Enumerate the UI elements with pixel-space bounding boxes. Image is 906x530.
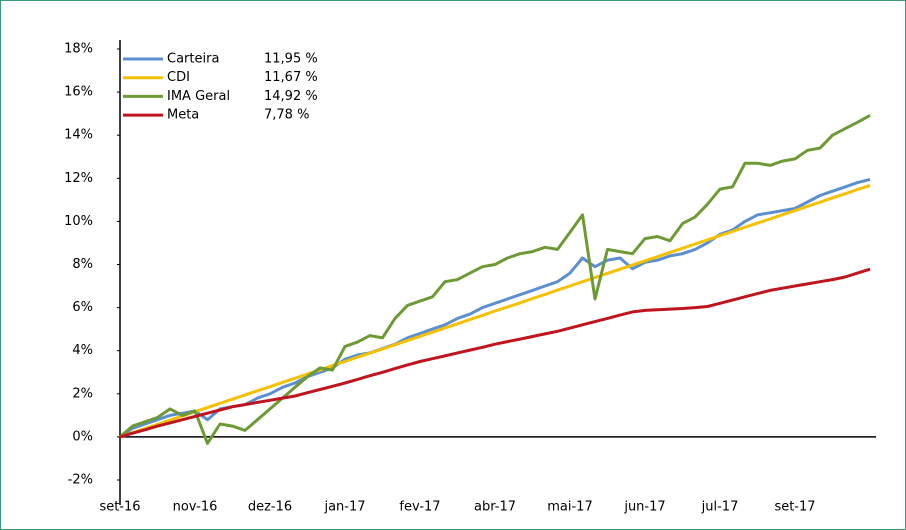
x-tick-label: abr-17 bbox=[474, 500, 516, 515]
series-line bbox=[119, 183, 871, 439]
x-tick-label: nov-16 bbox=[173, 500, 218, 515]
series-line bbox=[119, 267, 871, 439]
y-tick-label: 18% bbox=[64, 42, 93, 57]
y-tick-label: 6% bbox=[72, 300, 93, 315]
y-tick-label: 12% bbox=[64, 171, 93, 186]
y-tick-label: 2% bbox=[72, 386, 93, 401]
x-tick-label: set-17 bbox=[774, 500, 815, 515]
legend-value: 11,95 % bbox=[264, 52, 318, 67]
y-tick-label: 16% bbox=[64, 85, 93, 100]
x-tick-label: set-16 bbox=[99, 500, 140, 515]
legend-label: Carteira bbox=[167, 52, 219, 67]
y-tick-label: 8% bbox=[72, 257, 93, 272]
legend-label: IMA Geral bbox=[167, 89, 230, 104]
x-tick-label: dez-16 bbox=[248, 500, 292, 515]
series-line bbox=[119, 114, 871, 445]
x-tick-label: mai-17 bbox=[547, 500, 592, 515]
y-tick-label: 10% bbox=[64, 214, 93, 229]
legend-value: 14,92 % bbox=[264, 89, 318, 104]
legend-label: Meta bbox=[167, 108, 199, 123]
y-tick-label: 4% bbox=[72, 343, 93, 358]
legend-label: CDI bbox=[167, 70, 190, 85]
x-tick-label: fev-17 bbox=[399, 500, 440, 515]
x-tick-label: jan-17 bbox=[323, 500, 365, 515]
y-tick-label: -2% bbox=[68, 473, 93, 488]
x-tick-label: jul-17 bbox=[701, 500, 739, 515]
legend-value: 11,67 % bbox=[264, 70, 318, 85]
y-tick-label: 14% bbox=[64, 128, 93, 143]
legend-value: 7,78 % bbox=[264, 108, 309, 123]
y-tick-label: 0% bbox=[72, 429, 93, 444]
x-tick-label: jun-17 bbox=[623, 500, 665, 515]
